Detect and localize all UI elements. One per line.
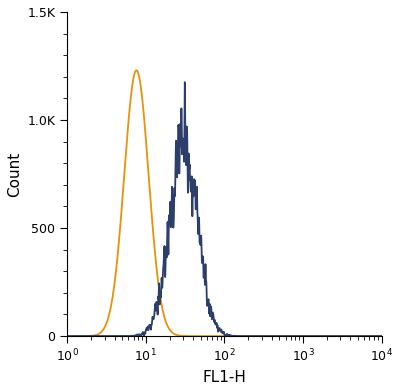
Y-axis label: Count: Count xyxy=(7,151,22,197)
X-axis label: FL1-H: FL1-H xyxy=(202,370,246,385)
